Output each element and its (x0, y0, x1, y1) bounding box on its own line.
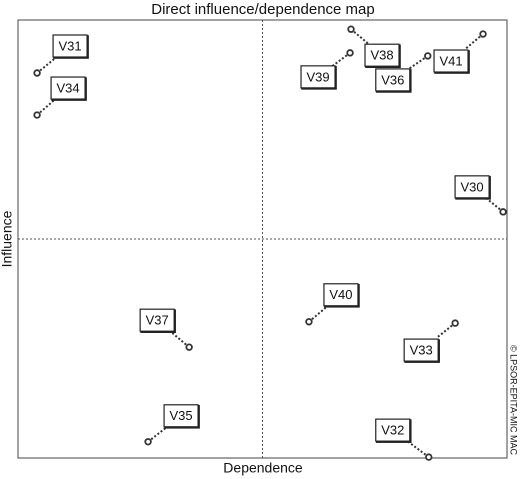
label-box (323, 283, 359, 307)
label-box (163, 404, 199, 428)
label-box (300, 65, 336, 89)
label-box (364, 43, 400, 67)
point-label: V32 (381, 423, 404, 438)
chart-title: Direct influence/dependence map (151, 1, 374, 18)
data-point (144, 438, 152, 446)
label-box (433, 49, 469, 73)
data-point (451, 319, 459, 327)
label-box (52, 34, 88, 58)
point-label: V36 (381, 72, 404, 87)
data-point (479, 30, 487, 38)
point-label: V41 (439, 53, 462, 68)
point-label: V40 (329, 287, 352, 302)
data-point (305, 318, 313, 326)
data-point (33, 69, 41, 77)
point-label: V34 (57, 80, 80, 95)
data-point (346, 49, 354, 57)
point-label: V35 (170, 408, 193, 423)
label-box (454, 175, 490, 199)
label-connector (408, 441, 430, 458)
data-point (185, 343, 193, 351)
source-credit: © LPSOR-EPITA-MIC MAC (509, 345, 519, 455)
label-box (139, 308, 175, 332)
data-point (347, 25, 355, 33)
data-point (499, 208, 507, 216)
label-box (375, 418, 411, 442)
point-label: V33 (410, 343, 433, 358)
point-label: V39 (306, 69, 329, 84)
point-label: V38 (370, 48, 393, 63)
data-point (33, 111, 41, 119)
y-axis-label: Influence (0, 210, 15, 267)
x-axis-label: Dependence (223, 460, 303, 476)
point-label: V31 (59, 38, 82, 53)
label-box (403, 338, 439, 362)
label-box (375, 68, 411, 92)
point-label: V37 (146, 313, 169, 328)
point-label: V30 (461, 179, 484, 194)
label-box (50, 76, 86, 100)
data-point (424, 52, 432, 60)
data-point (425, 453, 433, 461)
